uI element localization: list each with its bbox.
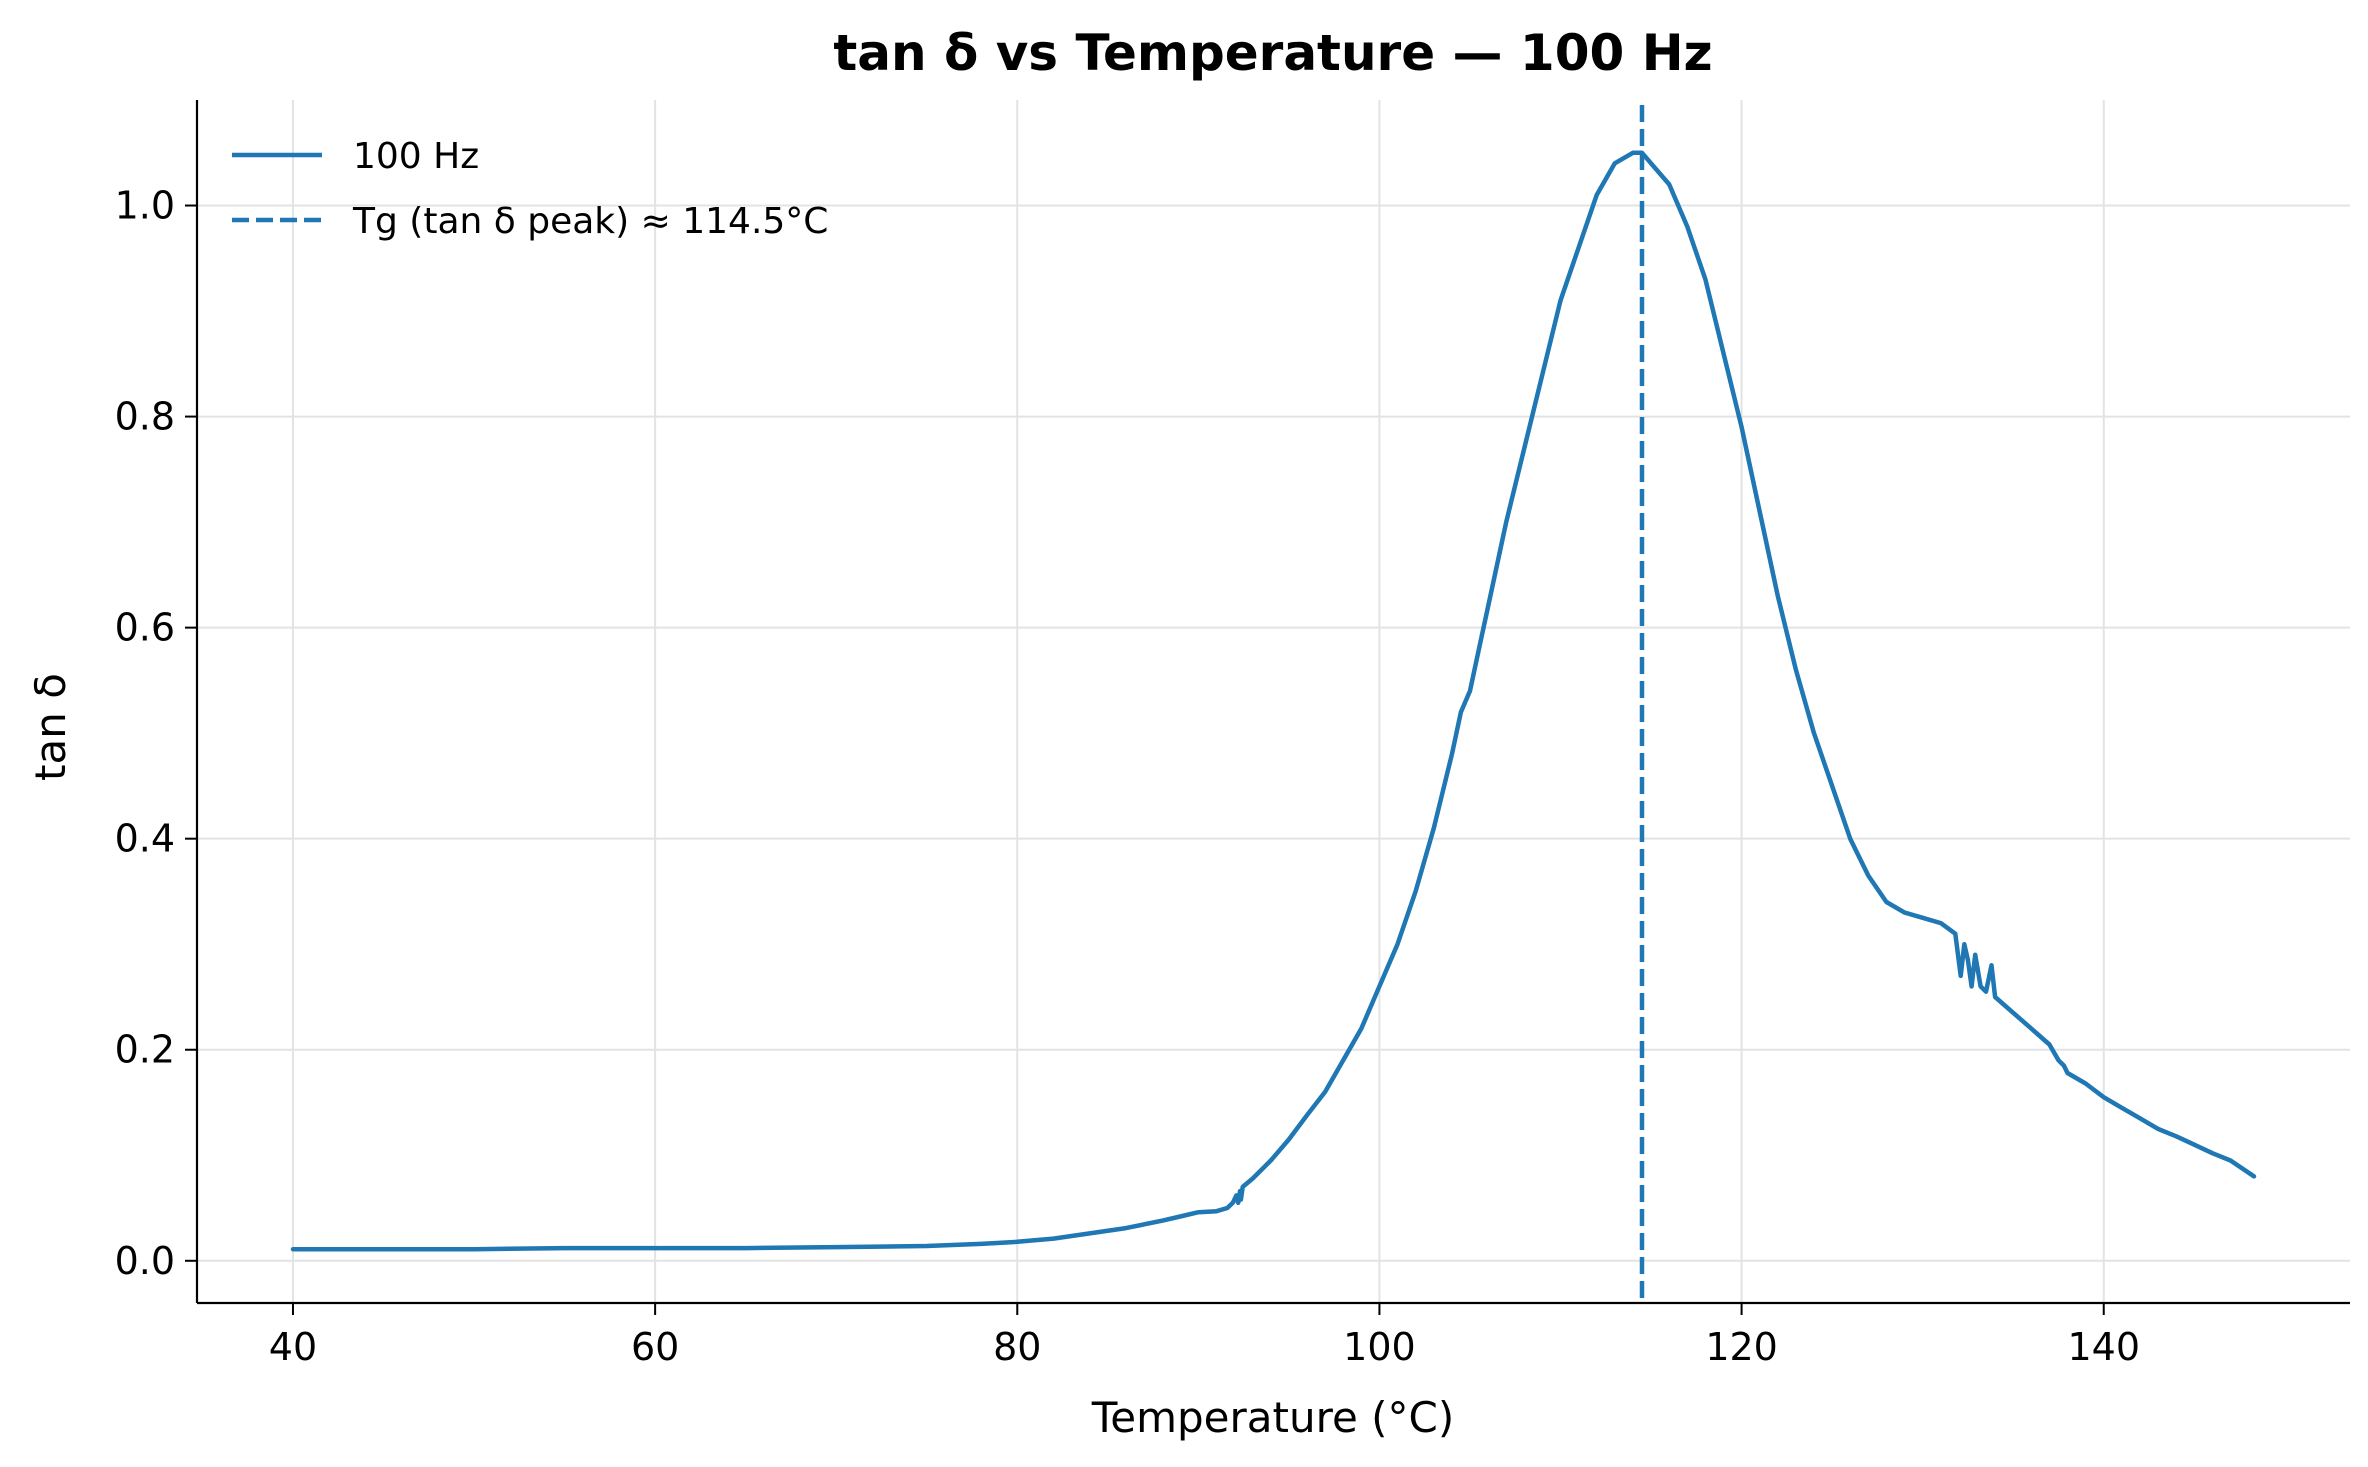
legend: 100 Hz Tg (tan δ peak) ≈ 114.5°C — [232, 136, 828, 242]
x-tick-label: 140 — [2067, 1325, 2140, 1369]
x-tick-label: 40 — [269, 1325, 317, 1369]
y-axis-label: tan δ — [26, 673, 75, 781]
x-tick-label: 60 — [631, 1325, 679, 1369]
x-axis-label: Temperature (°C) — [1091, 1393, 1455, 1442]
y-tick-label: 0.2 — [115, 1028, 175, 1072]
plot-layer — [290, 105, 2257, 1303]
x-tick-label: 120 — [1705, 1325, 1778, 1369]
chart-title: tan δ vs Temperature — 100 Hz — [833, 24, 1712, 82]
y-tick-label: 0.4 — [115, 817, 175, 861]
legend-label-series: 100 Hz — [353, 136, 479, 177]
y-tick-label: 1.0 — [115, 184, 175, 228]
x-tick-label: 100 — [1343, 1325, 1416, 1369]
x-tick-label: 80 — [993, 1325, 1041, 1369]
series-line-100hz — [290, 150, 2257, 1252]
y-tick-label: 0.0 — [115, 1239, 175, 1283]
y-tick-label: 0.6 — [115, 606, 175, 650]
legend-label-tg: Tg (tan δ peak) ≈ 114.5°C — [352, 201, 828, 242]
ticks-layer: 40 60 80 100 120 140 0.0 0.2 0.4 0.6 0.8 1.0 — [115, 184, 2140, 1369]
grid-layer — [197, 100, 2350, 1303]
y-tick-label: 0.8 — [115, 395, 175, 439]
axes-layer — [195, 100, 2350, 1305]
